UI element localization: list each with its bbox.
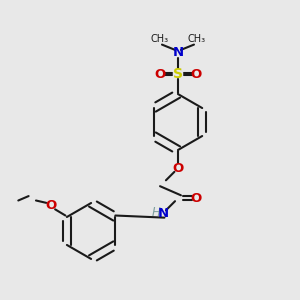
Text: CH₃: CH₃ — [187, 34, 206, 44]
Text: O: O — [45, 199, 56, 212]
Text: H: H — [152, 206, 161, 219]
Text: S: S — [173, 67, 183, 81]
Text: O: O — [190, 68, 202, 80]
Text: N: N — [158, 207, 169, 220]
Text: O: O — [190, 192, 202, 205]
Text: CH₃: CH₃ — [151, 34, 169, 44]
Text: O: O — [172, 162, 184, 175]
Text: N: N — [172, 46, 184, 59]
Text: O: O — [154, 68, 165, 80]
